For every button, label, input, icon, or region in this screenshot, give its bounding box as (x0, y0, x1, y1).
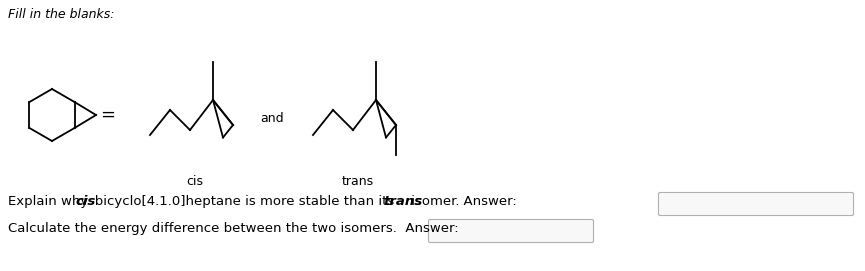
Text: Answer:: Answer: (455, 195, 516, 208)
Text: Fill in the blanks:: Fill in the blanks: (8, 8, 114, 21)
Text: cis: cis (187, 175, 203, 188)
FancyBboxPatch shape (428, 220, 593, 243)
Text: trans: trans (383, 195, 422, 208)
Text: cis: cis (75, 195, 95, 208)
Text: -bicyclo[4.1.0]heptane is more stable than its: -bicyclo[4.1.0]heptane is more stable th… (90, 195, 399, 208)
Text: and: and (260, 111, 284, 124)
Text: Calculate the energy difference between the two isomers.  Answer:: Calculate the energy difference between … (8, 222, 458, 235)
Text: =: = (100, 106, 116, 124)
Text: trans: trans (342, 175, 374, 188)
Text: isomer.: isomer. (407, 195, 459, 208)
Text: Explain why: Explain why (8, 195, 93, 208)
FancyBboxPatch shape (658, 192, 854, 215)
